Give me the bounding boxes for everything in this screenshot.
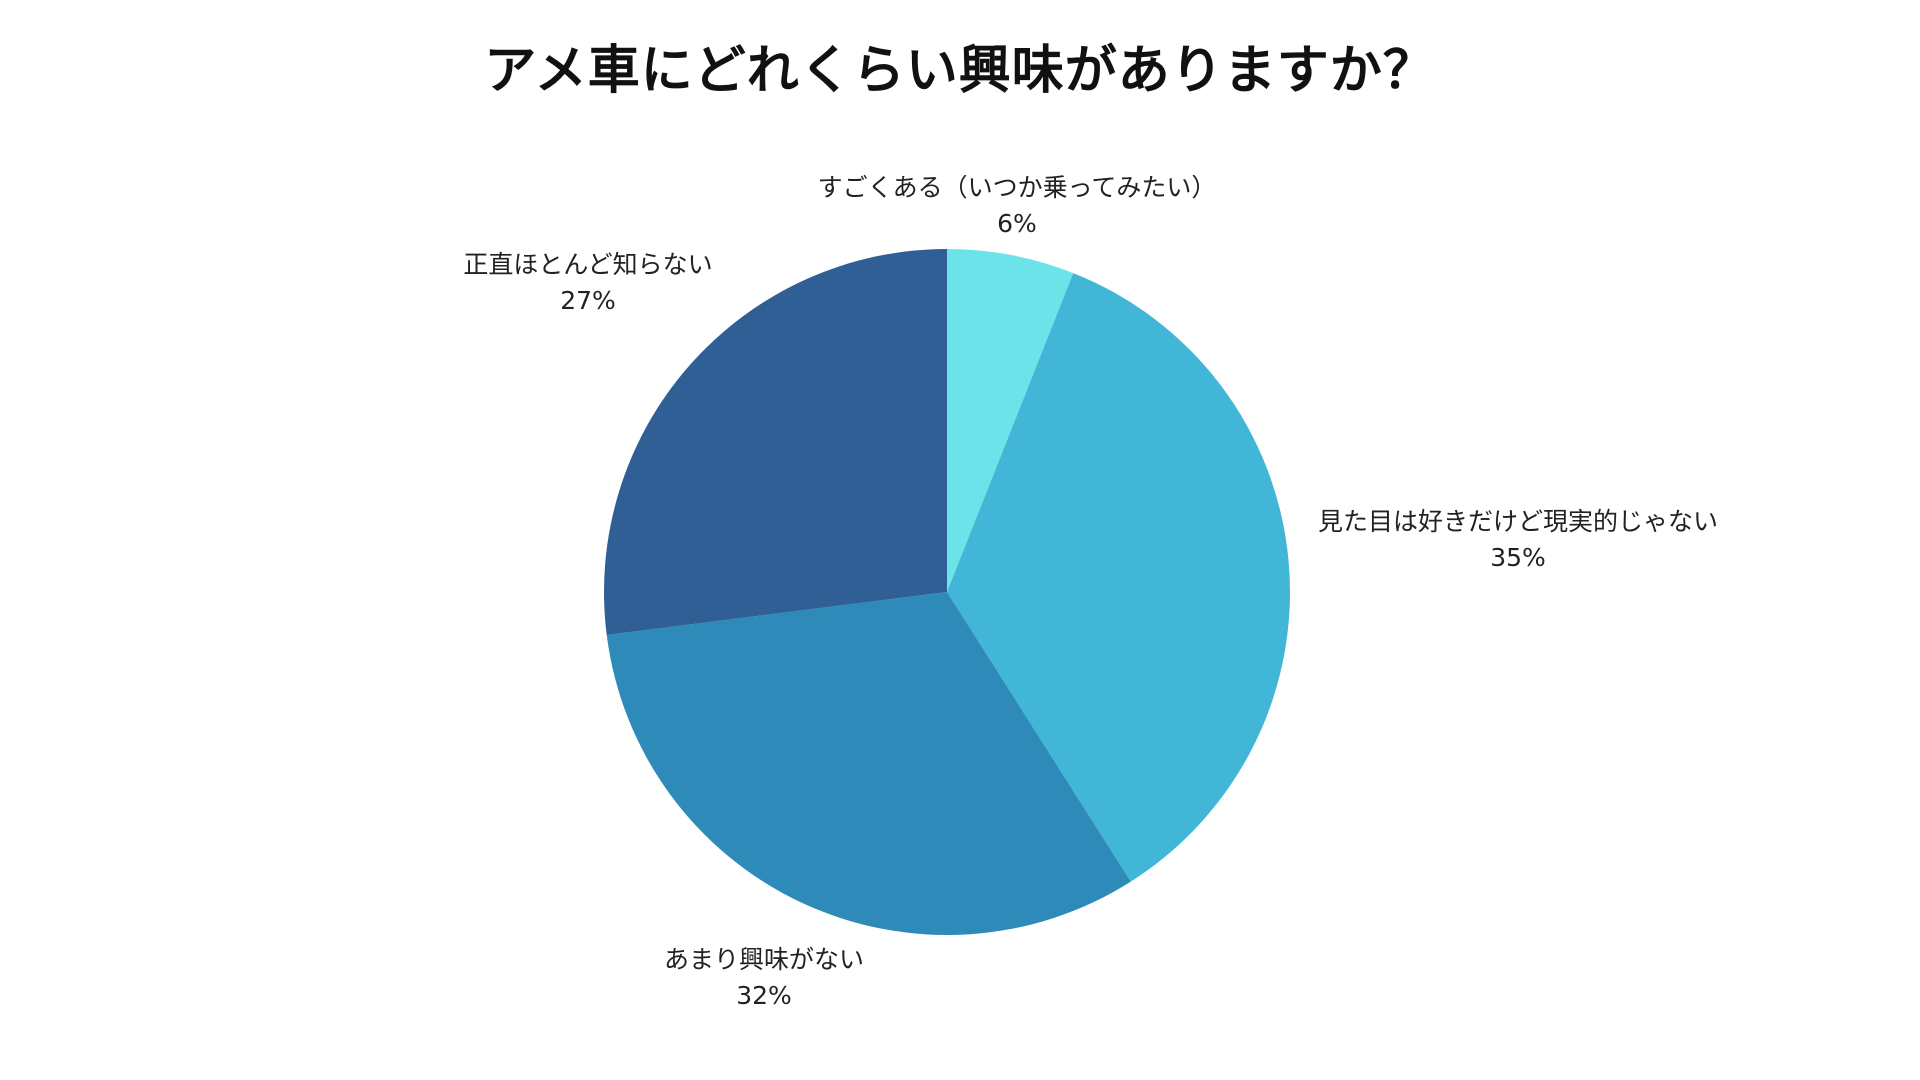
slice-label-2: あまり興味がない [664,945,864,974]
pie-slice-2 [606,592,1131,935]
chart-title: アメ車にどれくらい興味がありますか？ [484,41,1436,101]
slice-value-label-1: 35% [1490,543,1546,572]
pie-labels: すごくある（いつか乗ってみたい） 6% 見た目は好きだけど現実的じゃない 35% あまり… [463,173,1718,1010]
pie-slice-1 [947,273,1290,882]
slice-label-1: 見た目は好きだけど現実的じゃない [1318,507,1718,536]
slice-value-label-3: 27% [560,286,616,315]
pie-slices [603,249,1290,935]
slice-value-label-0: 6% [997,209,1037,238]
slice-label-3: 正直ほとんど知らない [463,250,712,279]
pie-slice-0 [947,249,1074,592]
slice-value-label-2: 32% [736,981,792,1010]
slice-label-0: すごくある（いつか乗ってみたい） [818,173,1217,202]
pie-slice-3 [603,249,947,635]
